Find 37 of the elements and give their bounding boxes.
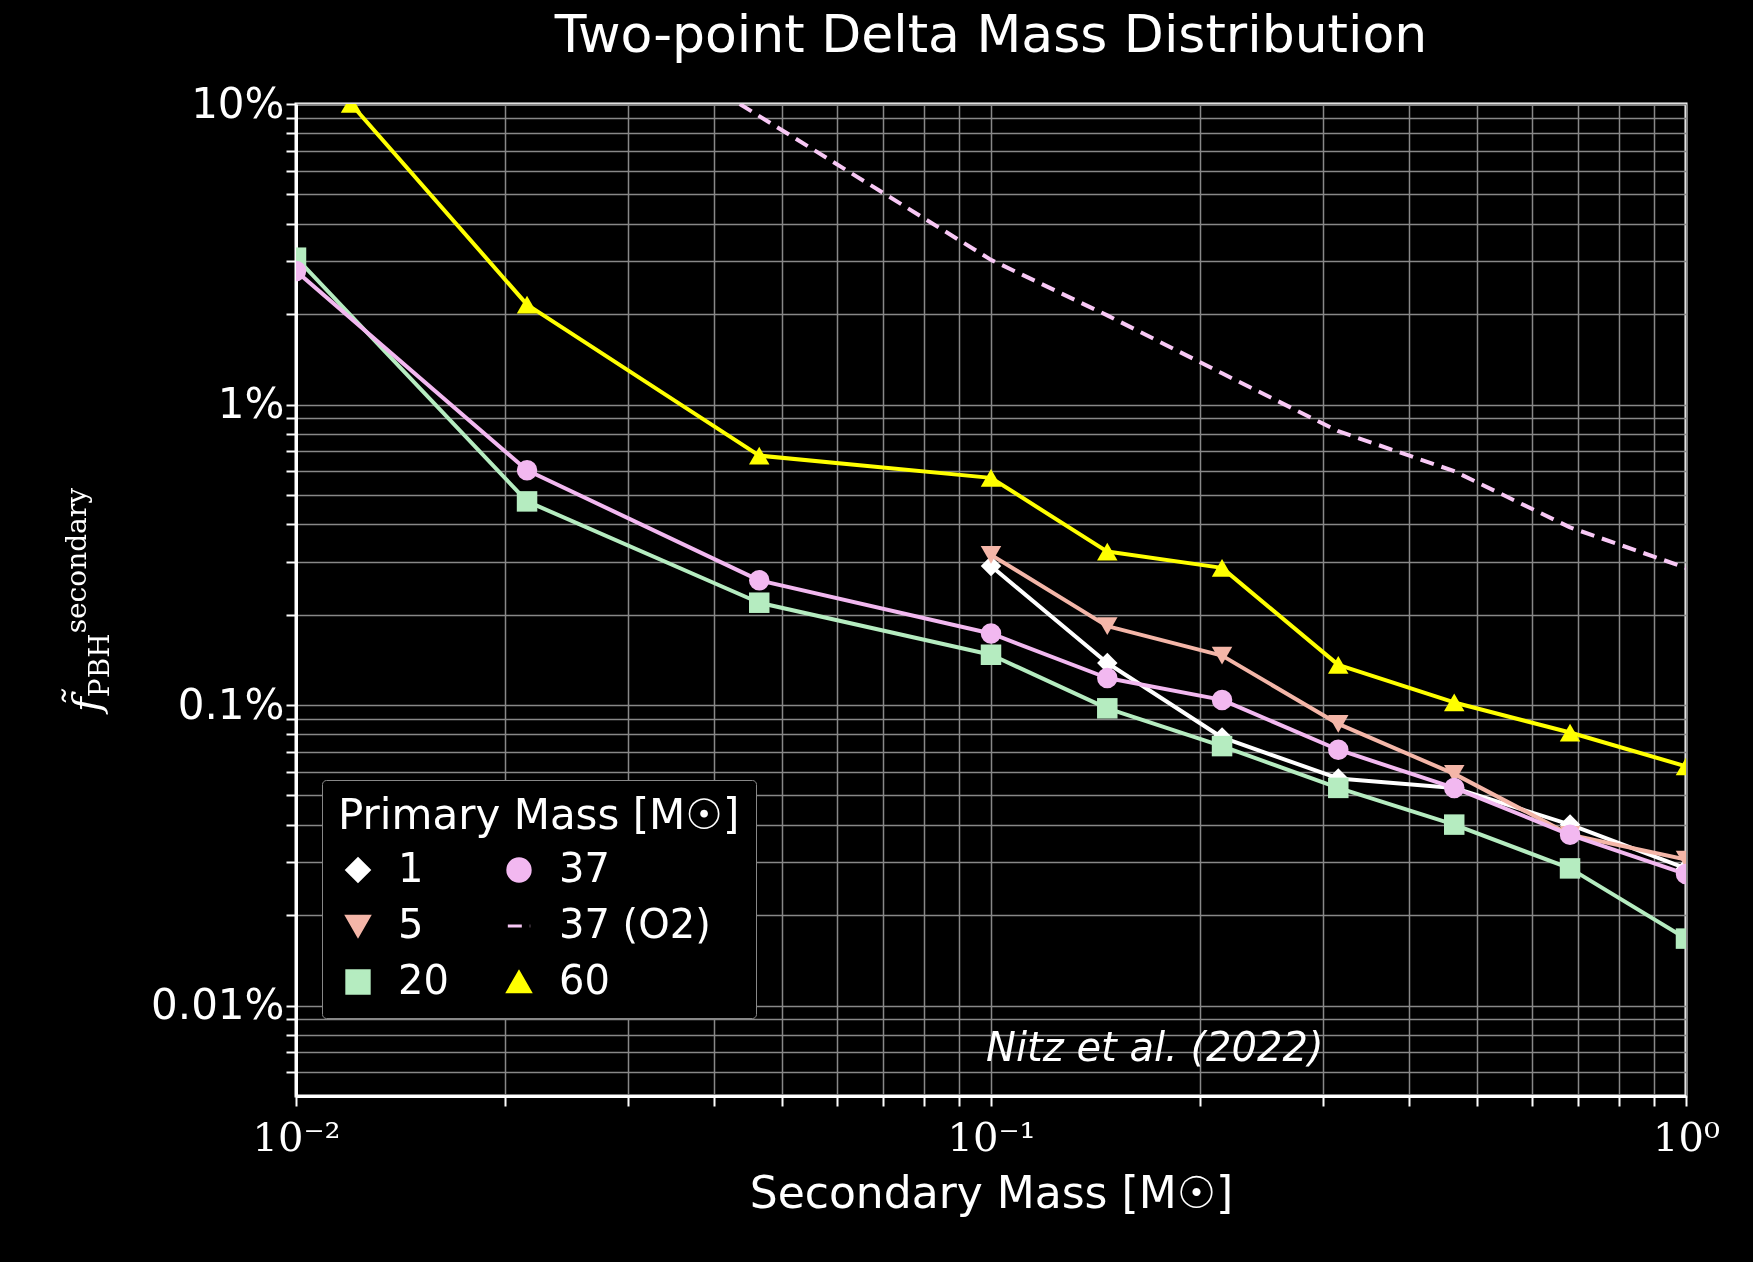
point bbox=[1328, 739, 1349, 760]
point bbox=[1097, 698, 1118, 719]
legend-label: 1 bbox=[398, 845, 424, 891]
x-axis-title: Secondary Mass [M☉] bbox=[749, 1166, 1234, 1218]
chart-title: Two-point Delta Mass Distribution bbox=[553, 4, 1428, 64]
legend-label: 60 bbox=[559, 957, 610, 1003]
x-tick-label: 10⁰ bbox=[1653, 1113, 1720, 1160]
y-tick-label: 0.01% bbox=[151, 980, 285, 1030]
y-tick-label: 10% bbox=[191, 78, 285, 128]
x-tick-label: 10⁻¹ bbox=[947, 1113, 1036, 1160]
point bbox=[980, 469, 1002, 487]
legend-label: 37 (O2) bbox=[559, 901, 711, 947]
point bbox=[980, 545, 1002, 564]
point bbox=[980, 644, 1002, 665]
point bbox=[1559, 723, 1581, 742]
point bbox=[1443, 814, 1465, 835]
x-tick-label: 10⁻² bbox=[252, 1113, 341, 1160]
y-tick-label: 0.1% bbox=[177, 679, 285, 729]
legend-label: 37 bbox=[559, 845, 610, 891]
legend-label: 5 bbox=[398, 901, 424, 947]
point bbox=[980, 623, 1002, 644]
point bbox=[1211, 559, 1233, 577]
legend-title: Primary Mass [M☉] bbox=[338, 790, 740, 839]
legend-label: 20 bbox=[398, 957, 449, 1003]
point bbox=[1211, 646, 1233, 665]
point bbox=[1097, 617, 1118, 636]
point bbox=[1097, 667, 1118, 689]
point bbox=[1211, 735, 1233, 757]
point bbox=[1328, 656, 1349, 674]
point bbox=[1443, 693, 1465, 712]
point bbox=[1097, 542, 1118, 561]
point bbox=[1211, 689, 1233, 711]
point bbox=[1328, 777, 1349, 799]
point bbox=[1559, 858, 1581, 879]
y-tick-label: 1% bbox=[217, 379, 285, 429]
point bbox=[1328, 715, 1349, 733]
annotation: Nitz et al. (2022) bbox=[986, 1024, 1324, 1070]
